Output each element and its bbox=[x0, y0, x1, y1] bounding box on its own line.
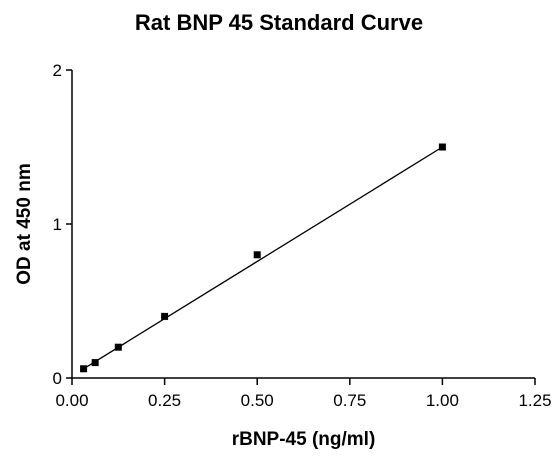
data-point bbox=[114, 343, 122, 351]
x-tick-label: 0.00 bbox=[55, 391, 88, 410]
x-tick-label: 1.00 bbox=[426, 391, 459, 410]
y-tick-label: 1 bbox=[53, 215, 62, 234]
data-point bbox=[253, 251, 261, 259]
y-tick-label: 2 bbox=[53, 61, 62, 80]
x-tick-label: 0.25 bbox=[148, 391, 181, 410]
axes bbox=[66, 69, 536, 385]
y-axis-label: OD at 450 nm bbox=[14, 163, 35, 284]
data-point bbox=[91, 359, 99, 367]
data-point bbox=[438, 143, 446, 151]
data-points bbox=[80, 143, 446, 373]
fit-line-group bbox=[83, 146, 443, 370]
y-tick-label: 0 bbox=[53, 369, 62, 388]
chart-title: Rat BNP 45 Standard Curve bbox=[134, 10, 424, 35]
x-tick-label: 1.25 bbox=[518, 391, 551, 410]
fit-line bbox=[83, 146, 443, 370]
x-axis-label: rBNP-45 (ng/ml) bbox=[232, 429, 376, 450]
data-point bbox=[161, 312, 169, 320]
tick-labels: 0 1 2 0.00 0.25 0.50 0.75 1.00 1.25 bbox=[53, 61, 552, 410]
x-tick-label: 0.75 bbox=[333, 391, 366, 410]
data-point bbox=[80, 365, 88, 373]
x-tick-label: 0.50 bbox=[241, 391, 274, 410]
